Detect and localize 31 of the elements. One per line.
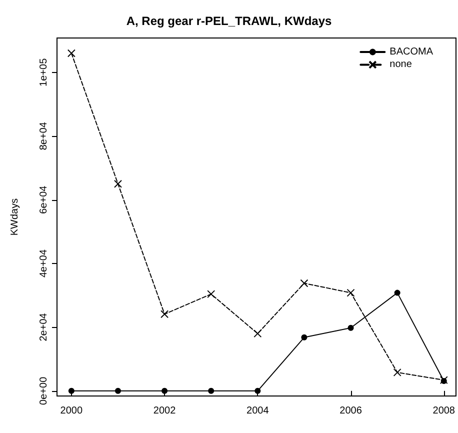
point — [207, 290, 216, 298]
y-tick-label: 2e+04 — [38, 312, 50, 342]
point — [114, 388, 121, 394]
x-tick-label: 2008 — [432, 406, 456, 416]
y-tick-label: 8e+04 — [38, 122, 50, 150]
point — [348, 324, 354, 331]
point — [160, 310, 169, 318]
point — [208, 388, 214, 394]
x-tick-label: 2000 — [60, 406, 83, 416]
x-tick-label: 2004 — [246, 406, 270, 416]
y-tick-label: 4e+04 — [38, 249, 50, 278]
legend-label: BACOMA — [390, 46, 434, 58]
point — [300, 279, 308, 288]
point — [254, 330, 262, 338]
chart-title: A, Reg gear r-PEL_TRAWL, KWdays — [126, 14, 332, 28]
point — [346, 288, 355, 297]
y-axis-title: KWdays — [10, 198, 20, 236]
point — [301, 334, 308, 340]
point — [114, 180, 122, 188]
y-tick-label: 0e+00 — [38, 376, 50, 405]
y-tick-label: 6e+04 — [38, 185, 50, 214]
x-tick-label: 2002 — [153, 406, 176, 416]
point — [254, 388, 261, 394]
legend-label: none — [390, 59, 412, 70]
point — [393, 368, 402, 376]
point — [162, 388, 168, 394]
point — [67, 49, 76, 58]
point — [68, 388, 74, 394]
point — [394, 290, 400, 296]
x-tick-label: 2006 — [340, 406, 362, 416]
y-tick-label: 1e+05 — [38, 58, 50, 86]
